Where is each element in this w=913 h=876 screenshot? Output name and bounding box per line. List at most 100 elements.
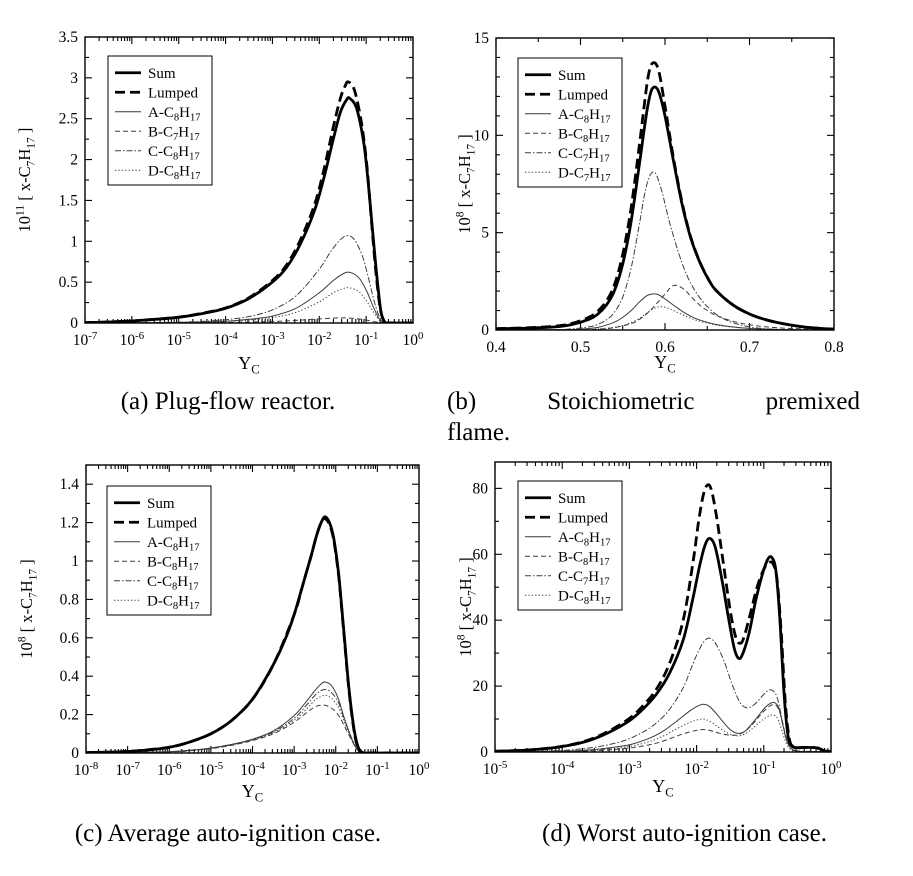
legend-label: C-C8H17 <box>147 574 199 593</box>
x-axis-label: YC <box>242 781 263 805</box>
legend-label: A-C8H17 <box>558 530 610 549</box>
y-tick-label: 0 <box>70 315 78 332</box>
x-tick-label: 10-6 <box>157 760 182 779</box>
y-tick-label: 0.4 <box>60 668 80 685</box>
y-tick-label: 15 <box>474 30 490 47</box>
y-tick-label: 3.5 <box>59 29 79 46</box>
legend-label: B-C8H17 <box>147 554 199 573</box>
y-tick-label: 0.6 <box>60 630 80 647</box>
y-tick-label: 10 <box>474 127 490 144</box>
y-tick-label: 2.5 <box>59 111 79 128</box>
legend-label: Lumped <box>147 515 197 531</box>
y-tick-label: 1 <box>71 553 79 570</box>
y-tick-label: 5 <box>481 225 489 242</box>
x-tick-label: 10-5 <box>483 759 508 778</box>
legend-label: Lumped <box>558 87 608 103</box>
y-tick-label: 1 <box>70 233 78 250</box>
legend-label: Lumped <box>148 85 198 101</box>
x-tick-label: 10-7 <box>115 760 140 779</box>
y-axis-label: 108 [ x-C7H17 ] <box>456 557 478 657</box>
caption-d-text: (d) Worst auto-ignition case. <box>542 820 827 847</box>
x-tick-label: 10-3 <box>282 760 307 779</box>
x-axis-label: YC <box>238 353 259 377</box>
caption-b: (b) Stoichiometric premixed flame. <box>447 386 860 448</box>
x-axis-label: YC <box>654 352 675 376</box>
legend-label: C-C7H17 <box>558 146 610 165</box>
x-tick-label: 10-3 <box>617 759 642 778</box>
series-curve-c-c-8-h-17- <box>85 235 413 323</box>
legend-label: D-C8H17 <box>147 593 199 612</box>
series-curve-c-c-7-h-17- <box>495 637 831 752</box>
x-tick-label: 0.6 <box>655 339 675 356</box>
legend-label: B-C8H17 <box>558 126 610 145</box>
chart-panel-d: 10-5 10-4 10-3 10-2 10-1 100 0 20 40 60 80 YC 108 [ … <box>455 430 913 818</box>
x-tick-label: 100 <box>403 330 424 349</box>
chart-panel-a: 10-7 10-6 10-5 10-4 10-3 10-2 10-1 100 0 0.5 1 1.5 2… <box>0 0 456 378</box>
series-curve-b-c-8-h-17- <box>496 284 834 330</box>
y-axis-label: 108 [ x-C7H17 ] <box>16 559 39 659</box>
chart-panel-c: 10-8 10-7 10-6 10-5 10-4 10-3 10-2 10-1 100 0 0.2 0… <box>0 430 456 818</box>
legend-box <box>517 57 623 188</box>
x-tick-label: 10-4 <box>240 760 265 779</box>
legend-label: Sum <box>148 66 176 82</box>
x-tick-label: 0.7 <box>740 339 760 356</box>
y-axis-label: 1011 [ x-C7H17 ] <box>14 128 37 233</box>
x-tick-label: 10-3 <box>260 330 285 349</box>
y-tick-label: 60 <box>473 546 489 563</box>
series-curve-c-c-7-h-17- <box>496 171 834 330</box>
x-tick-label: 10-2 <box>324 760 349 779</box>
x-tick-label: 10-1 <box>752 759 777 778</box>
legend-label: C-C8H17 <box>148 144 200 163</box>
x-tick-label: 100 <box>821 759 842 778</box>
x-tick-label: 10-5 <box>199 760 224 779</box>
caption-b-word-premixed: premixed <box>765 388 860 415</box>
x-tick-label: 0.8 <box>824 339 844 356</box>
x-tick-label: 0.4 <box>486 339 506 356</box>
series-curve-d-c-8-h-17- <box>85 287 413 323</box>
x-tick-label: 10-5 <box>166 330 191 349</box>
series-curve-lumped <box>495 483 831 752</box>
caption-a: (a) Plug-flow reactor. <box>0 386 456 417</box>
x-tick-label: 100 <box>409 760 430 779</box>
legend-label: C-C7H17 <box>558 569 610 588</box>
caption-d: (d) Worst auto-ignition case. <box>456 818 913 849</box>
plot-frame <box>84 36 414 324</box>
series-curve-lumped <box>85 80 413 323</box>
x-tick-label: 10-6 <box>120 330 145 349</box>
chart-panel-b: 0.4 0.5 0.6 0.7 0.8 0 5 10 15 YC 108 [ x-C7H17 ] Su… <box>454 0 913 378</box>
plot-frame <box>85 464 420 754</box>
caption-b-line2: flame. <box>447 419 511 446</box>
series-curve-d-c-8-h-17- <box>495 714 831 752</box>
legend-box <box>517 480 623 611</box>
series-curves <box>496 61 834 330</box>
legend-label: Sum <box>147 496 175 512</box>
series-curves <box>86 515 419 753</box>
y-tick-label: 80 <box>473 480 489 497</box>
chart-d: 10-5 10-4 10-3 10-2 10-1 100 0 20 40 60 80 YC 108 [ … <box>455 461 842 800</box>
caption-c-text: (c) Average auto-ignition case. <box>74 820 382 847</box>
chart-c: 10-8 10-7 10-6 10-5 10-4 10-3 10-2 10-1 100 0 0.2 0… <box>16 464 430 805</box>
legend-box <box>107 55 213 186</box>
legend-label: Lumped <box>558 510 608 526</box>
x-tick-label: 10-2 <box>684 759 709 778</box>
y-tick-label: 1.2 <box>60 515 79 532</box>
y-tick-label: 40 <box>473 612 489 629</box>
legend-label: D-C8H17 <box>148 163 200 182</box>
y-tick-label: 0 <box>481 322 489 339</box>
y-tick-label: 20 <box>473 678 489 695</box>
x-tick-label: 10-8 <box>74 760 99 779</box>
series-curve-d-c-8-h-17- <box>86 694 419 753</box>
y-tick-label: 0 <box>71 745 79 762</box>
x-tick-label: 10-7 <box>73 330 98 349</box>
legend-label: Sum <box>558 68 586 84</box>
plot-frame <box>494 461 832 753</box>
legend-label: D-C8H17 <box>558 588 610 607</box>
x-tick-label: 10-2 <box>307 330 332 349</box>
y-tick-label: 2 <box>70 152 78 169</box>
plot-frame <box>495 37 835 331</box>
legend-label: A-C8H17 <box>147 535 199 554</box>
